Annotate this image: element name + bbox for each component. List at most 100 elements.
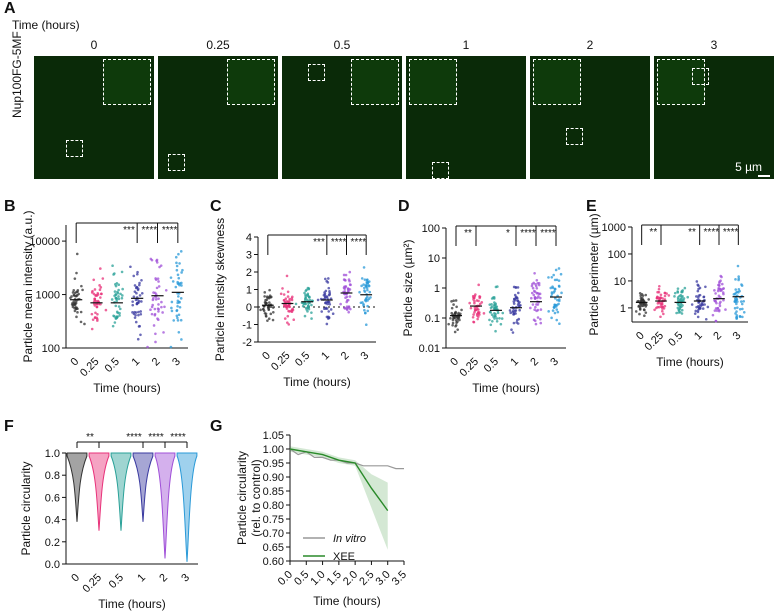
data-point <box>264 302 268 306</box>
data-point <box>156 277 160 280</box>
y-axis-label-D: Particle size (µm²) <box>401 240 415 337</box>
data-point <box>718 304 722 308</box>
data-point <box>96 319 99 322</box>
data-point <box>117 288 120 292</box>
data-point <box>558 322 561 325</box>
data-point <box>697 296 700 299</box>
data-point <box>177 252 180 256</box>
data-point <box>116 311 120 315</box>
data-point <box>286 290 290 294</box>
data-point <box>331 312 335 316</box>
legend-label-xee: XEE <box>333 551 355 563</box>
x-tick-label-D: 3 <box>548 356 561 369</box>
data-point <box>178 283 181 287</box>
data-point <box>136 270 139 274</box>
data-point <box>285 299 289 303</box>
data-point <box>676 297 680 301</box>
data-point <box>303 314 307 318</box>
data-point <box>179 318 183 322</box>
data-point <box>94 311 97 315</box>
data-point <box>159 264 163 267</box>
data-point <box>678 298 682 301</box>
data-point <box>676 291 680 294</box>
data-point <box>180 281 183 285</box>
data-point <box>637 305 640 308</box>
data-point <box>367 284 371 287</box>
data-point <box>302 302 306 306</box>
panel-letter-g: G <box>210 418 223 435</box>
zoom-inset <box>227 59 275 105</box>
x-tick-label-C: 3 <box>358 350 371 363</box>
data-point <box>342 286 346 290</box>
data-point <box>472 320 475 324</box>
data-point <box>539 317 542 321</box>
y-tick-label-B: 1000 <box>36 290 60 302</box>
data-point <box>266 305 270 308</box>
y-tick-label-C: -1 <box>242 320 252 332</box>
data-point <box>83 322 86 326</box>
x-axis-title-D: Time (hours) <box>472 381 540 395</box>
data-point <box>693 312 697 315</box>
data-point <box>454 324 458 327</box>
y-tick-label-F: 0.4 <box>45 515 60 527</box>
data-point <box>516 322 520 325</box>
data-point <box>176 273 180 277</box>
data-point <box>150 312 154 316</box>
data-point <box>738 307 742 311</box>
data-point <box>362 283 365 286</box>
data-point <box>175 308 179 312</box>
data-point <box>288 297 291 301</box>
data-point <box>169 345 173 349</box>
sig-label: **** <box>723 227 739 238</box>
y-axis-label-B: Particle mean intensity (a.u.) <box>21 210 35 362</box>
data-point <box>119 292 122 296</box>
data-point <box>138 283 141 287</box>
data-point <box>131 303 135 307</box>
y-axis-label-G-line1: Particle circularity <box>235 451 249 545</box>
data-point <box>155 286 159 290</box>
violin <box>132 452 154 522</box>
data-point <box>659 315 662 319</box>
data-point <box>535 279 539 282</box>
data-point <box>534 284 538 288</box>
data-point <box>364 323 368 327</box>
data-point <box>536 316 540 319</box>
data-point <box>153 307 157 311</box>
data-point <box>558 285 561 288</box>
data-point <box>469 306 473 310</box>
data-point <box>98 288 102 291</box>
data-point <box>557 267 561 270</box>
y-axis-label-G-line2: (rel. to control) <box>249 459 263 536</box>
data-point <box>492 297 496 300</box>
data-point <box>643 314 646 318</box>
data-point <box>170 300 174 304</box>
data-point <box>477 315 480 318</box>
data-point <box>112 314 115 318</box>
data-point <box>719 279 722 283</box>
data-point <box>717 286 721 290</box>
data-point <box>346 298 350 302</box>
data-point <box>303 291 306 295</box>
data-point <box>452 299 455 303</box>
panel-letter-d: D <box>398 198 410 215</box>
data-point <box>452 303 455 306</box>
sig-label: **** <box>142 225 158 236</box>
micrograph-t025 <box>158 56 278 179</box>
data-point <box>673 295 676 298</box>
data-point <box>111 324 115 328</box>
data-point <box>117 297 121 301</box>
data-point <box>161 311 164 314</box>
y-axis-label-E: Particle perimeter (µm) <box>587 213 601 335</box>
data-point <box>133 290 137 293</box>
zoom-inset <box>409 59 457 105</box>
data-point <box>494 302 497 305</box>
data-point <box>553 278 557 282</box>
roi-box <box>308 64 325 81</box>
x-tick-label-F: 1 <box>135 572 148 585</box>
data-point <box>554 297 557 300</box>
data-point <box>697 284 700 288</box>
data-point <box>675 311 678 315</box>
scale-bar-label: 5 µm <box>735 160 762 174</box>
data-point <box>290 309 293 313</box>
